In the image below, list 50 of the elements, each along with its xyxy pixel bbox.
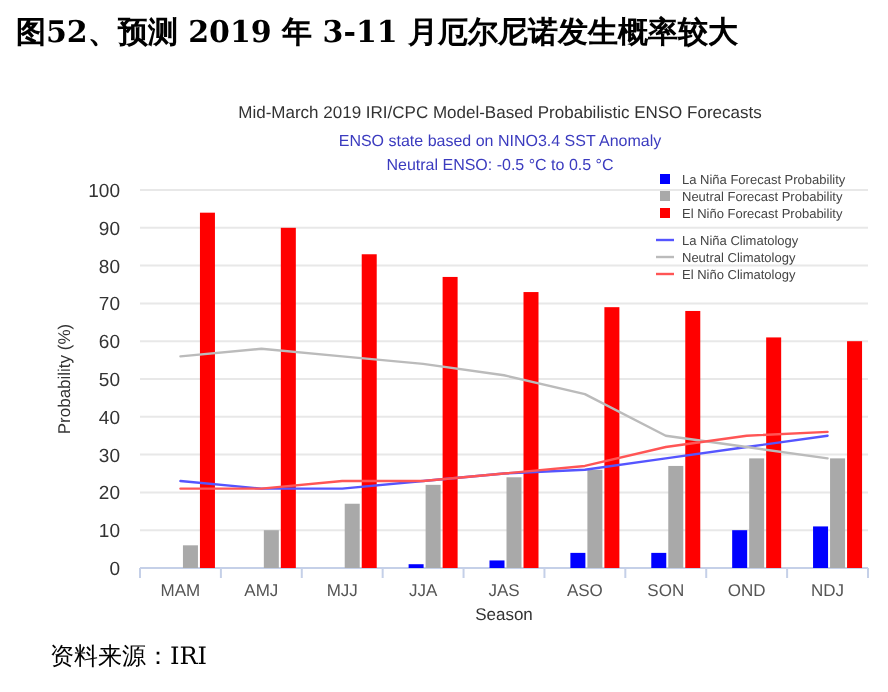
x-tick-label: MJJ	[326, 580, 358, 600]
bar	[506, 477, 522, 568]
bar	[766, 337, 782, 568]
bar	[361, 254, 377, 568]
y-tick-label: 90	[98, 218, 120, 241]
y-tick-label: 100	[88, 181, 120, 203]
bar	[732, 530, 748, 568]
text: 资料来源：IRI	[50, 642, 208, 670]
chart-subtitle: Mid-March 2019 IRI/CPC Model-Based Probabilistic ENSO Forecasts	[238, 102, 762, 122]
x-tick-label: OND	[727, 580, 766, 600]
y-tick-label: 40	[98, 407, 120, 430]
bar	[830, 458, 846, 568]
x-tick-label: JAS	[488, 580, 521, 600]
y-tick-label: 20	[98, 483, 120, 506]
bar	[749, 458, 765, 568]
y-tick-label: 50	[98, 370, 120, 392]
bar	[280, 227, 296, 568]
bar	[685, 310, 701, 568]
bar	[182, 545, 198, 568]
text: Neutral ENSO: -0.5 °C to 0.5 °C	[386, 156, 614, 174]
y-tick-label: 60	[98, 332, 120, 355]
chart-title: 图52、预测 2019 年 3-11 月厄尔尼诺发生概率较大	[16, 14, 741, 50]
y-tick-label: 0	[109, 559, 120, 581]
text: ENSO state based on NINO3.4 SST Anomaly	[338, 132, 662, 150]
x-tick-label: AMJ	[244, 580, 279, 600]
x-axis-title: Season	[475, 604, 534, 624]
bar	[587, 469, 603, 568]
bar	[489, 560, 505, 568]
bar	[651, 552, 667, 568]
bar	[813, 526, 829, 568]
bar	[604, 307, 620, 568]
bar	[668, 465, 684, 568]
bar	[199, 212, 215, 568]
x-tick-label: ASO	[566, 580, 604, 600]
bar	[523, 292, 539, 568]
bar	[425, 484, 441, 568]
x-tick-label: NDJ	[811, 580, 845, 600]
y-tick-label: 10	[98, 521, 120, 544]
bar	[344, 503, 360, 568]
y-axis-title: Probability (%)	[54, 323, 74, 435]
bar	[442, 276, 458, 568]
x-tick-label: JJA	[408, 580, 438, 600]
y-tick-label: 70	[98, 294, 120, 317]
x-tick-label: SON	[647, 580, 685, 600]
bar	[847, 341, 863, 568]
x-tick-label: MAM	[160, 580, 201, 600]
bar	[263, 530, 279, 568]
y-tick-label: 80	[98, 256, 120, 279]
bar	[570, 552, 586, 568]
y-tick-label: 30	[98, 445, 120, 468]
